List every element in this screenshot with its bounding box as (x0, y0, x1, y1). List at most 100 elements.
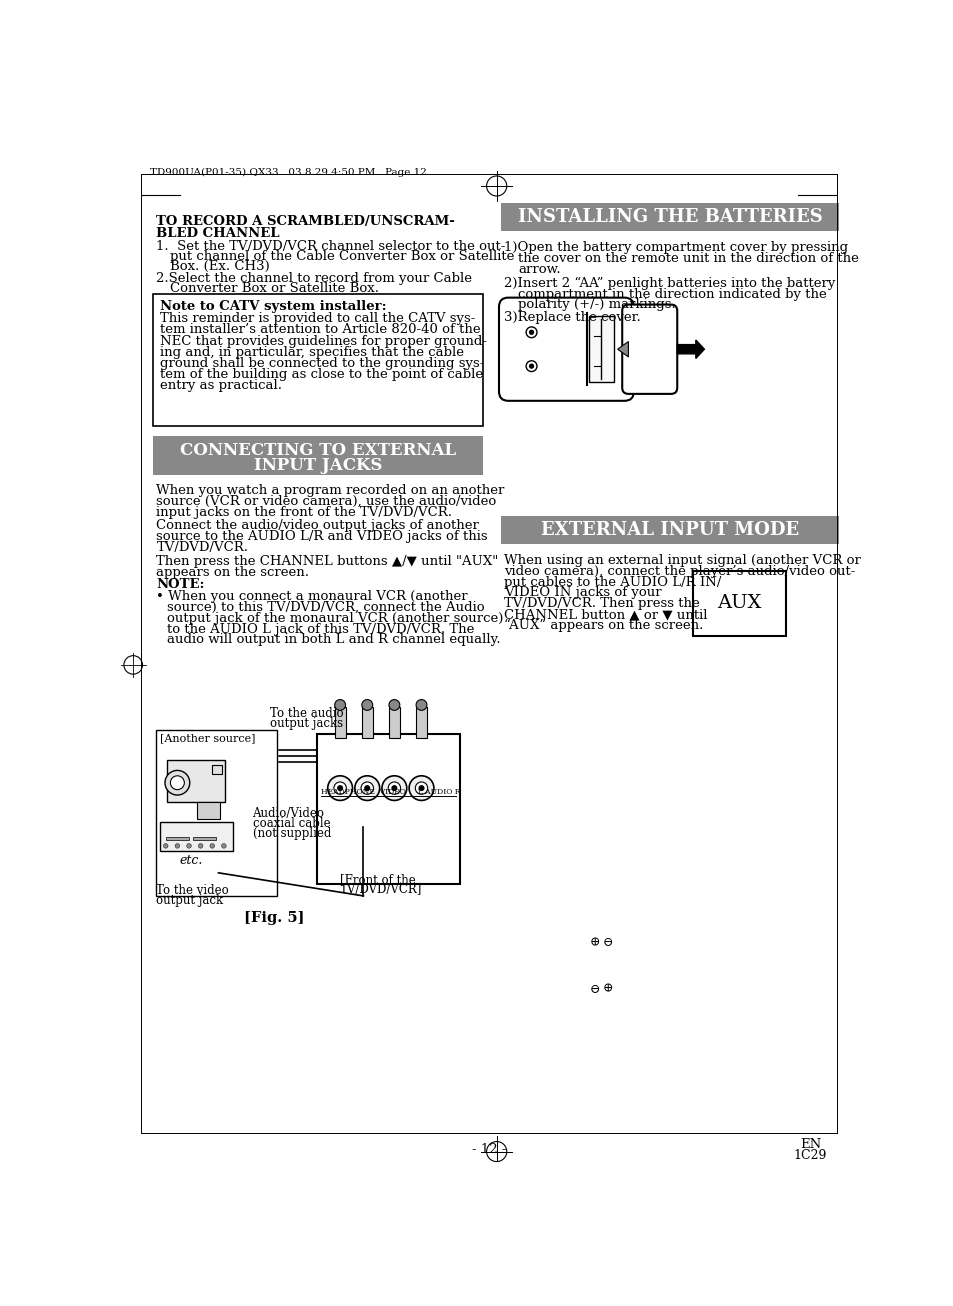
Text: input jacks on the front of the TV/DVD/VCR.: input jacks on the front of the TV/DVD/V… (156, 505, 452, 518)
Text: source (VCR or video camera), use the audio/video: source (VCR or video camera), use the au… (156, 495, 497, 508)
Circle shape (337, 786, 342, 790)
Bar (335, 708, 345, 738)
Text: NEC that provides guidelines for proper ground-: NEC that provides guidelines for proper … (159, 334, 486, 347)
Bar (156, 730, 276, 896)
Text: TV/DVD/VCR]: TV/DVD/VCR] (340, 882, 422, 895)
Bar (500, 202, 839, 231)
Text: CHANNEL button ▲ or ▼ until: CHANNEL button ▲ or ▼ until (504, 607, 707, 620)
Text: This reminder is provided to call the CATV sys-: This reminder is provided to call the CA… (159, 312, 475, 325)
Text: ⊕: ⊕ (589, 936, 599, 949)
Text: To the video: To the video (156, 884, 229, 897)
Text: ing and, in particular, specifies that the cable: ing and, in particular, specifies that t… (159, 346, 463, 359)
Text: EXTERNAL INPUT MODE: EXTERNAL INPUT MODE (540, 521, 799, 539)
Circle shape (187, 844, 192, 848)
Bar (196, 802, 220, 819)
FancyBboxPatch shape (621, 304, 677, 394)
Text: INPUT JACKS: INPUT JACKS (253, 457, 382, 474)
Circle shape (416, 700, 427, 710)
Text: ground shall be connected to the grounding sys-: ground shall be connected to the groundi… (159, 357, 483, 370)
Text: To the audio: To the audio (270, 708, 344, 721)
Bar (167, 760, 225, 802)
Text: arrow.: arrow. (517, 263, 560, 276)
Text: Connect the audio/video output jacks of another: Connect the audio/video output jacks of … (156, 520, 478, 533)
Text: HEADPHONE  VIDEO     L AUDIO R: HEADPHONE VIDEO L AUDIO R (320, 788, 459, 797)
Circle shape (360, 782, 373, 794)
Text: source) to this TV/DVD/VCR, connect the Audio: source) to this TV/DVD/VCR, connect the … (167, 601, 484, 614)
Text: Audio/Video: Audio/Video (253, 807, 324, 820)
Polygon shape (677, 340, 703, 358)
Text: TO RECORD A SCRAMBLED/UNSCRAM-: TO RECORD A SCRAMBLED/UNSCRAM- (156, 215, 455, 229)
Text: [Another source]: [Another source] (159, 734, 254, 743)
Text: ⊖: ⊖ (601, 936, 612, 949)
Bar (159, 821, 233, 852)
Circle shape (409, 776, 434, 801)
Bar (212, 765, 221, 774)
Text: - 12 -: - 12 - (471, 1143, 506, 1156)
Bar (166, 837, 189, 841)
Text: NOTE:: NOTE: (156, 579, 205, 590)
Text: Converter Box or Satellite Box.: Converter Box or Satellite Box. (171, 282, 379, 295)
Circle shape (525, 326, 537, 338)
Circle shape (335, 700, 345, 710)
Circle shape (174, 844, 179, 848)
Text: VIDEO IN jacks of your: VIDEO IN jacks of your (504, 586, 661, 599)
Bar (361, 708, 373, 738)
Text: output jacks: output jacks (270, 717, 343, 730)
Text: When you watch a program recorded on an another: When you watch a program recorded on an … (156, 485, 504, 498)
Text: 3)Replace the cover.: 3)Replace the cover. (504, 311, 640, 324)
Circle shape (381, 776, 406, 801)
Text: audio will output in both L and R channel equally.: audio will output in both L and R channe… (167, 633, 500, 646)
Circle shape (361, 700, 373, 710)
Text: the cover on the remote unit in the direction of the: the cover on the remote unit in the dire… (517, 252, 859, 265)
Text: tem installer’s attention to Article 820-40 of the: tem installer’s attention to Article 820… (159, 324, 479, 337)
Text: TD900UA(P01-35).QX33   03.8.29 4:50 PM   Page 12: TD900UA(P01-35).QX33 03.8.29 4:50 PM Pag… (150, 167, 427, 176)
Text: put cables to the AUDIO L/R IN/: put cables to the AUDIO L/R IN/ (504, 576, 721, 589)
Text: 1C29: 1C29 (793, 1149, 826, 1162)
Text: 1)Open the battery compartment cover by pressing: 1)Open the battery compartment cover by … (504, 242, 847, 255)
Circle shape (198, 844, 203, 848)
Text: EN: EN (799, 1139, 821, 1152)
Text: put channel of the Cable Converter Box or Satellite: put channel of the Cable Converter Box o… (171, 249, 515, 263)
Text: video camera), connect the player’s audio/video out-: video camera), connect the player’s audi… (504, 564, 855, 577)
Text: output jack: output jack (156, 895, 223, 908)
Text: • When you connect a monaural VCR (another: • When you connect a monaural VCR (anoth… (156, 590, 468, 603)
Bar (153, 436, 483, 474)
Text: ⊖: ⊖ (589, 982, 599, 995)
Text: tem of the building as close to the point of cable: tem of the building as close to the poin… (159, 368, 482, 381)
Text: polarity (+/-) markings.: polarity (+/-) markings. (517, 298, 676, 311)
Text: When using an external input signal (another VCR or: When using an external input signal (ano… (504, 554, 861, 567)
Text: 2)Insert 2 “AA” penlight batteries into the battery: 2)Insert 2 “AA” penlight batteries into … (504, 277, 835, 290)
Bar (416, 708, 427, 738)
Bar (153, 294, 483, 426)
Text: etc.: etc. (179, 854, 203, 867)
Polygon shape (617, 342, 628, 357)
Bar (389, 708, 399, 738)
Circle shape (210, 844, 214, 848)
Text: TV/DVD/VCR. Then press the: TV/DVD/VCR. Then press the (504, 597, 700, 610)
Text: coaxial cable: coaxial cable (253, 818, 330, 831)
Bar (500, 516, 839, 545)
Text: ⊕: ⊕ (601, 982, 612, 995)
Circle shape (355, 776, 379, 801)
Text: source to the AUDIO L/R and VIDEO jacks of this: source to the AUDIO L/R and VIDEO jacks … (156, 530, 488, 543)
Bar (193, 837, 216, 841)
Circle shape (525, 360, 537, 371)
Text: 1.  Set the TV/DVD/VCR channel selector to the out-: 1. Set the TV/DVD/VCR channel selector t… (156, 240, 505, 253)
Circle shape (365, 786, 369, 790)
Text: entry as practical.: entry as practical. (159, 379, 281, 392)
Circle shape (171, 776, 184, 790)
Bar (588, 316, 613, 383)
Text: output jack of the monaural VCR (another source): output jack of the monaural VCR (another… (167, 611, 503, 624)
Text: BLED CHANNEL: BLED CHANNEL (156, 227, 279, 240)
Text: “AUX” appears on the screen.: “AUX” appears on the screen. (504, 619, 703, 632)
Circle shape (328, 776, 353, 801)
Circle shape (415, 782, 427, 794)
Circle shape (529, 364, 533, 368)
Circle shape (165, 771, 190, 795)
FancyBboxPatch shape (498, 298, 633, 401)
Circle shape (392, 786, 396, 790)
Circle shape (334, 782, 346, 794)
Circle shape (418, 786, 423, 790)
Circle shape (221, 844, 226, 848)
Bar (692, 571, 785, 636)
